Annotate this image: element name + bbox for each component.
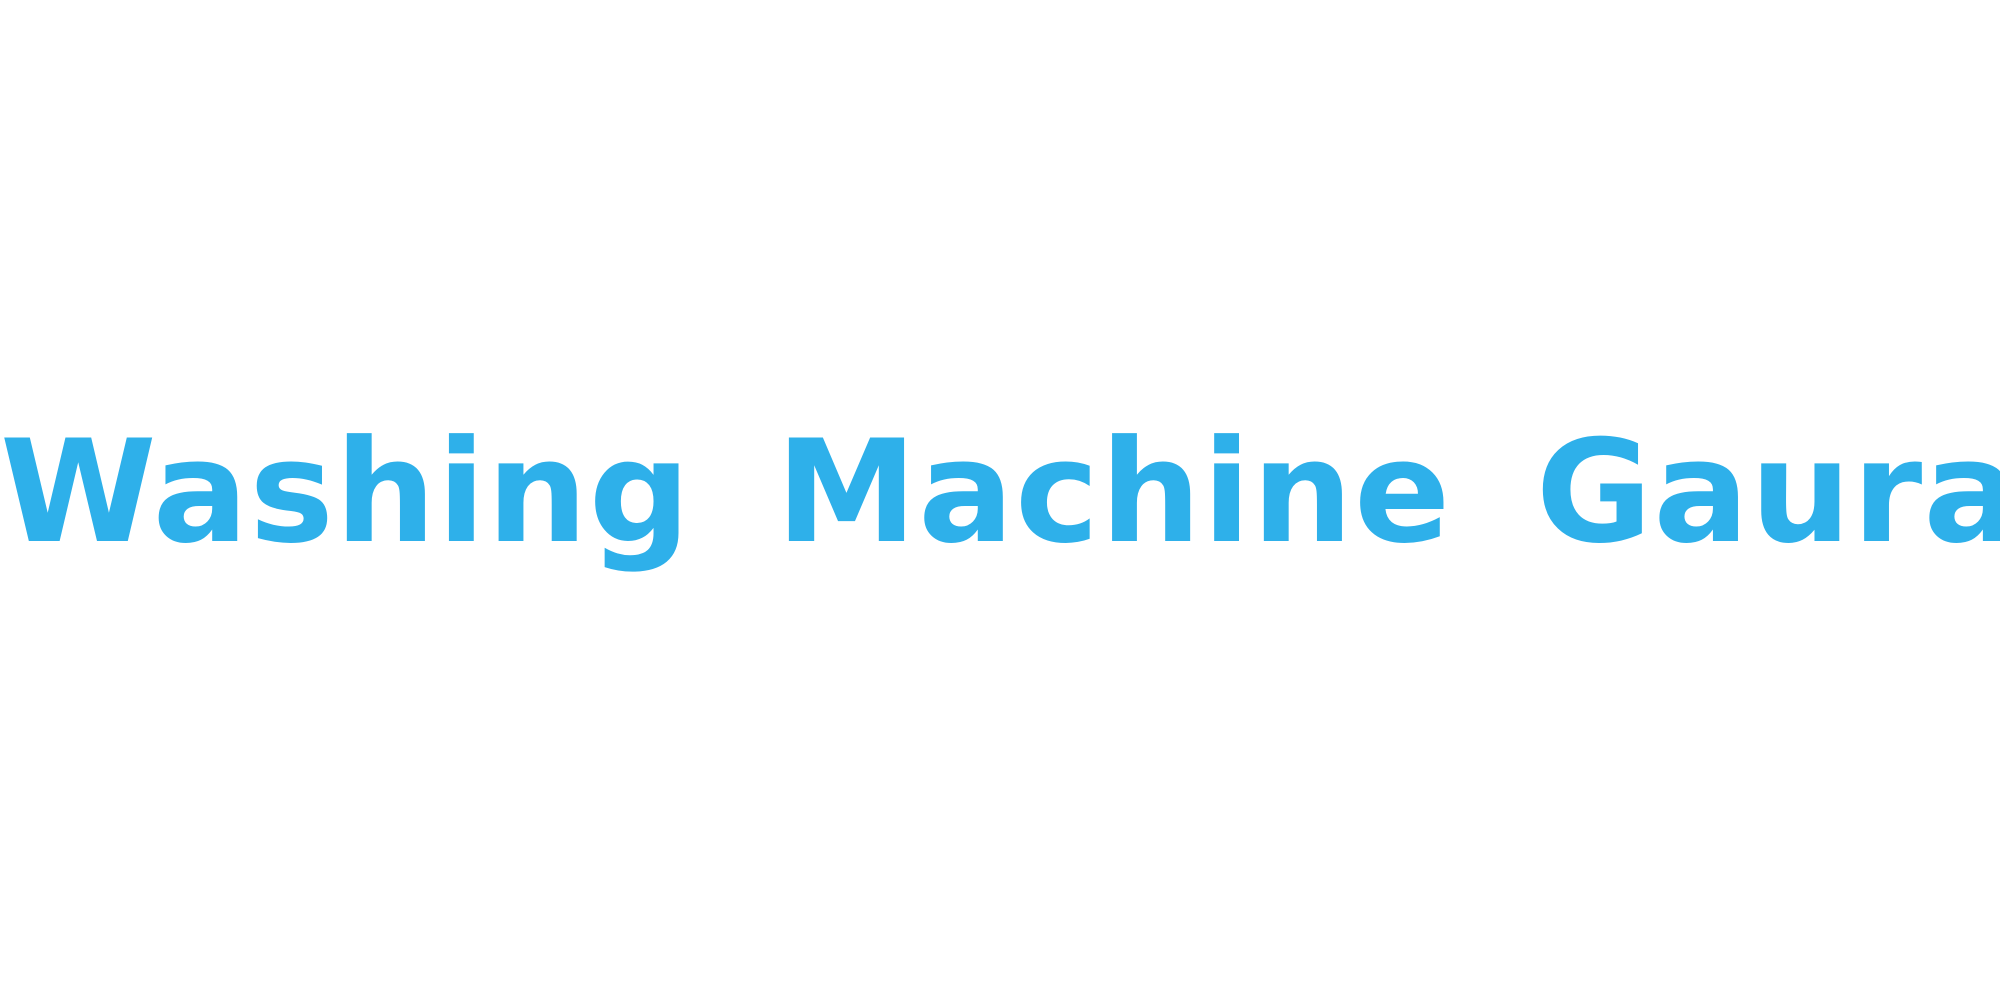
logo-text: Washing Machine Gaurage [0, 410, 2000, 575]
